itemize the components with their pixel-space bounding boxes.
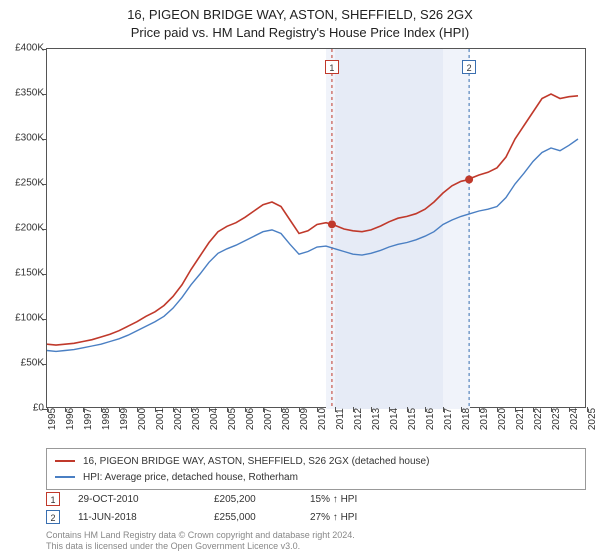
y-tick-label: £200K [2, 223, 44, 234]
y-tick-label: £400K [2, 43, 44, 54]
x-tick-label: 2020 [497, 408, 508, 430]
x-tick-label: 2000 [137, 408, 148, 430]
events-table: 1 29-OCT-2010 £205,200 15% ↑ HPI 2 11-JU… [46, 490, 586, 526]
x-tick-label: 1998 [101, 408, 112, 430]
x-tick-label: 2016 [425, 408, 436, 430]
legend-label-property: 16, PIGEON BRIDGE WAY, ASTON, SHEFFIELD,… [83, 456, 429, 467]
event-note-2: 27% ↑ HPI [310, 512, 410, 523]
series-line-hpi [47, 139, 578, 351]
y-tick-label: £300K [2, 133, 44, 144]
event-note-1: 15% ↑ HPI [310, 494, 410, 505]
x-tick-label: 2017 [443, 408, 454, 430]
legend-box: 16, PIGEON BRIDGE WAY, ASTON, SHEFFIELD,… [46, 448, 586, 490]
x-tick-label: 2024 [569, 408, 580, 430]
x-tick-label: 2025 [587, 408, 598, 430]
event-marker-box-1: 1 [46, 492, 60, 506]
x-tick-label: 2003 [191, 408, 202, 430]
y-tick-label: £250K [2, 178, 44, 189]
x-tick-label: 2023 [551, 408, 562, 430]
legend-row-property: 16, PIGEON BRIDGE WAY, ASTON, SHEFFIELD,… [55, 453, 577, 469]
x-tick-label: 2015 [407, 408, 418, 430]
x-tick-label: 2008 [281, 408, 292, 430]
title-address: 16, PIGEON BRIDGE WAY, ASTON, SHEFFIELD,… [0, 6, 600, 24]
y-tick-label: £150K [2, 268, 44, 279]
x-tick-label: 2012 [353, 408, 364, 430]
attribution-text: Contains HM Land Registry data © Crown c… [46, 530, 586, 553]
x-tick-label: 2005 [227, 408, 238, 430]
x-tick-label: 2018 [461, 408, 472, 430]
x-tick-label: 2009 [299, 408, 310, 430]
series-line-property [47, 94, 578, 345]
event-date-1: 29-OCT-2010 [78, 494, 208, 505]
legend-row-hpi: HPI: Average price, detached house, Roth… [55, 469, 577, 485]
x-tick-label: 2013 [371, 408, 382, 430]
x-tick-label: 1995 [47, 408, 58, 430]
x-tick-label: 2019 [479, 408, 490, 430]
x-tick-label: 2021 [515, 408, 526, 430]
legend-label-hpi: HPI: Average price, detached house, Roth… [83, 472, 298, 483]
event-price-1: £205,200 [214, 494, 304, 505]
y-tick-label: £50K [2, 358, 44, 369]
chart-title-block: 16, PIGEON BRIDGE WAY, ASTON, SHEFFIELD,… [0, 0, 600, 41]
event-date-2: 11-JUN-2018 [78, 512, 208, 523]
y-tick-label: £0 [2, 403, 44, 414]
chart-shaded-band [335, 49, 443, 409]
x-tick-label: 2006 [245, 408, 256, 430]
y-tick-label: £350K [2, 88, 44, 99]
x-tick-label: 2001 [155, 408, 166, 430]
x-tick-label: 2010 [317, 408, 328, 430]
x-tick-label: 1996 [65, 408, 76, 430]
x-tick-label: 1997 [83, 408, 94, 430]
legend-swatch-property [55, 460, 75, 462]
chart-plot-area: 1995199619971998199920002001200220032004… [46, 48, 586, 408]
x-tick-label: 2007 [263, 408, 274, 430]
attribution-line2: This data is licensed under the Open Gov… [46, 541, 300, 551]
page-root: 16, PIGEON BRIDGE WAY, ASTON, SHEFFIELD,… [0, 0, 600, 560]
event-row-2: 2 11-JUN-2018 £255,000 27% ↑ HPI [46, 508, 586, 526]
y-tick-label: £100K [2, 313, 44, 324]
x-tick-label: 2011 [335, 408, 346, 430]
event-marker-on-chart: 2 [462, 60, 476, 74]
attribution-line1: Contains HM Land Registry data © Crown c… [46, 530, 355, 540]
event-row-1: 1 29-OCT-2010 £205,200 15% ↑ HPI [46, 490, 586, 508]
x-tick-label: 2004 [209, 408, 220, 430]
event-marker-box-2: 2 [46, 510, 60, 524]
event-price-2: £255,000 [214, 512, 304, 523]
x-tick-label: 2014 [389, 408, 400, 430]
x-tick-label: 2022 [533, 408, 544, 430]
x-tick-label: 2002 [173, 408, 184, 430]
title-subtitle: Price paid vs. HM Land Registry's House … [0, 24, 600, 42]
legend-swatch-hpi [55, 476, 75, 478]
x-tick-label: 1999 [119, 408, 130, 430]
chart-svg [47, 49, 587, 409]
event-marker-on-chart: 1 [325, 60, 339, 74]
